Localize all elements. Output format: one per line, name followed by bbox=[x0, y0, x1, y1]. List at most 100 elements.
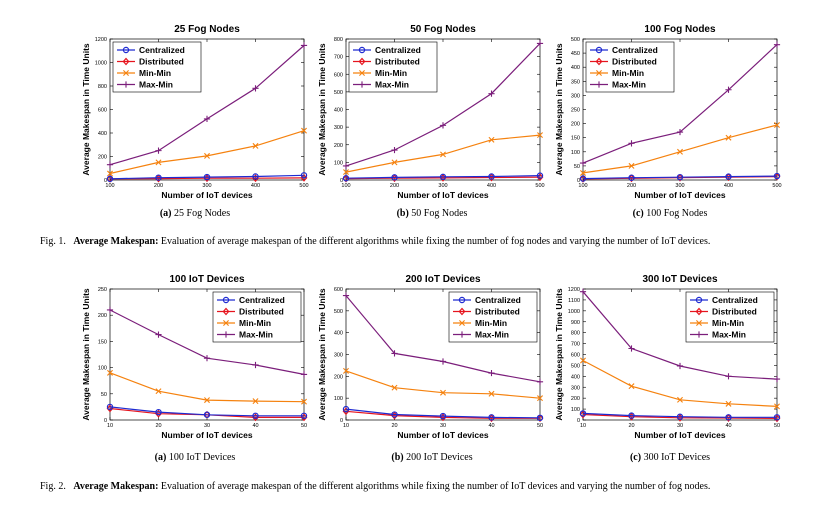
chart-title: 50 Fog Nodes bbox=[410, 24, 476, 35]
chart-title: 100 IoT Devices bbox=[169, 274, 244, 285]
series-min-min-point bbox=[774, 403, 780, 410]
y-tick-label: 600 bbox=[334, 287, 343, 293]
series-centralized-point bbox=[106, 175, 114, 183]
y-tick-label: 100 bbox=[334, 396, 343, 402]
series-centralized-point bbox=[579, 175, 587, 182]
legend-min-min-label: Min-Min bbox=[375, 68, 407, 78]
x-tick-label: 400 bbox=[487, 183, 496, 189]
y-tick-label: 100 bbox=[334, 160, 343, 166]
series-min-min-point bbox=[725, 134, 732, 141]
y-tick-label: 1200 bbox=[95, 37, 107, 43]
series-centralized-point bbox=[155, 408, 162, 416]
legend-distributed-marker bbox=[458, 307, 466, 316]
y-tick-label: 200 bbox=[571, 396, 580, 402]
figure-1-number: Fig. 1. bbox=[40, 236, 66, 247]
legend-distributed-label: Distributed bbox=[239, 307, 284, 317]
y-tick-label: 250 bbox=[571, 108, 580, 114]
series-centralized-line bbox=[345, 408, 541, 419]
series-max-min-point bbox=[300, 371, 308, 378]
series-max-min-point bbox=[391, 146, 398, 154]
series-centralized-point bbox=[773, 414, 781, 421]
x-tick-label: 100 bbox=[578, 183, 587, 189]
series-min-min-point bbox=[301, 127, 307, 134]
x-tick-label: 500 bbox=[299, 183, 308, 189]
legend-min-min-marker bbox=[359, 70, 365, 76]
y-tick-label: 350 bbox=[571, 79, 580, 85]
legend-max-min-label: Max-Min bbox=[475, 330, 509, 340]
series-centralized-point bbox=[106, 403, 114, 411]
legend-distributed-label: Distributed bbox=[475, 307, 520, 317]
legend-max-min-marker bbox=[595, 81, 603, 88]
series-distributed-line bbox=[582, 413, 778, 419]
y-tick-label: 500 bbox=[571, 37, 580, 43]
chart-2b: 200 IoT Devices 0 100 200 300 400 500 600 10 20 30… bbox=[317, 274, 544, 440]
legend-distributed-marker bbox=[122, 57, 130, 66]
series-centralized-point bbox=[536, 414, 544, 422]
y-axis-label: Average Makespan in Time Units bbox=[554, 43, 564, 176]
y-tick-label: 400 bbox=[571, 65, 580, 71]
figure-2-caption-text: Evaluation of average makespan of the di… bbox=[160, 481, 711, 492]
chart-title: 100 Fog Nodes bbox=[644, 24, 716, 35]
legend-min-min-label: Min-Min bbox=[612, 68, 644, 78]
figure-1-caption-text: Evaluation of average makespan of the di… bbox=[160, 236, 711, 247]
x-axis-label: Number of IoT devices bbox=[634, 430, 725, 440]
legend-max-min-marker bbox=[695, 331, 703, 338]
series-max-min-point bbox=[488, 369, 495, 377]
legend-min-min-marker bbox=[123, 70, 129, 76]
y-tick-label: 0 bbox=[577, 178, 580, 184]
series-centralized-point bbox=[342, 175, 350, 182]
legend-centralized-label: Centralized bbox=[712, 295, 758, 305]
series-max-min-point bbox=[342, 162, 350, 169]
x-tick-label: 10 bbox=[580, 423, 586, 429]
x-tick-label: 30 bbox=[677, 423, 683, 429]
y-tick-label: 200 bbox=[334, 374, 343, 380]
series-min-min-point bbox=[252, 142, 259, 149]
series-centralized-point bbox=[391, 411, 398, 418]
y-tick-label: 0 bbox=[340, 418, 343, 424]
series-centralized-point bbox=[628, 174, 635, 181]
series-min-min-point bbox=[301, 398, 307, 405]
series-centralized-line bbox=[582, 175, 778, 180]
series-max-min-point bbox=[676, 362, 684, 370]
x-tick-label: 500 bbox=[772, 183, 781, 189]
series-centralized-point bbox=[676, 173, 684, 181]
series-max-min-point bbox=[773, 375, 781, 383]
x-axis-label: Number of IoT devices bbox=[634, 190, 725, 200]
legend-min-min-label: Min-Min bbox=[139, 68, 171, 78]
series-centralized-point bbox=[439, 173, 447, 181]
y-tick-label: 600 bbox=[98, 108, 107, 114]
y-tick-label: 100 bbox=[571, 150, 580, 156]
series-max-min-point bbox=[725, 86, 732, 93]
figure-2-caption-lead: Average Makespan: bbox=[73, 481, 159, 492]
x-tick-label: 400 bbox=[724, 183, 733, 189]
y-axis-label: Average Makespan in Time Units bbox=[317, 43, 327, 176]
subfigure-label-2c: (c) 300 IoT Devices bbox=[629, 452, 711, 463]
x-tick-label: 200 bbox=[627, 183, 636, 189]
series-distributed-line bbox=[345, 410, 540, 419]
series-max-min-point bbox=[488, 90, 495, 97]
x-tick-label: 300 bbox=[202, 183, 211, 189]
series-max-min-point bbox=[579, 159, 587, 167]
y-tick-label: 150 bbox=[98, 339, 107, 345]
legend-distributed-marker bbox=[695, 307, 703, 316]
series-min-min-point bbox=[580, 169, 586, 176]
series-max-min-point bbox=[203, 115, 211, 122]
y-tick-label: 600 bbox=[571, 353, 580, 359]
y-tick-label: 150 bbox=[571, 136, 580, 142]
series-max-min-point bbox=[579, 288, 587, 295]
series-centralized-point bbox=[676, 413, 684, 420]
series-max-min-point bbox=[439, 122, 447, 129]
series-min-min-point bbox=[204, 152, 210, 159]
x-tick-label: 300 bbox=[675, 183, 684, 189]
series-min-min-point bbox=[155, 388, 162, 395]
y-tick-label: 800 bbox=[98, 84, 107, 90]
chart-1a: 25 Fog Nodes 0 200 400 600 800 1000 1200 100 200 3… bbox=[81, 24, 309, 200]
y-tick-label: 600 bbox=[334, 72, 343, 78]
series-max-min-point bbox=[106, 161, 114, 168]
series-centralized-point bbox=[628, 412, 635, 419]
chart-title: 300 IoT Devices bbox=[642, 274, 717, 285]
y-tick-label: 200 bbox=[98, 155, 107, 161]
series-min-min-point bbox=[391, 159, 398, 166]
x-tick-label: 30 bbox=[440, 423, 446, 429]
